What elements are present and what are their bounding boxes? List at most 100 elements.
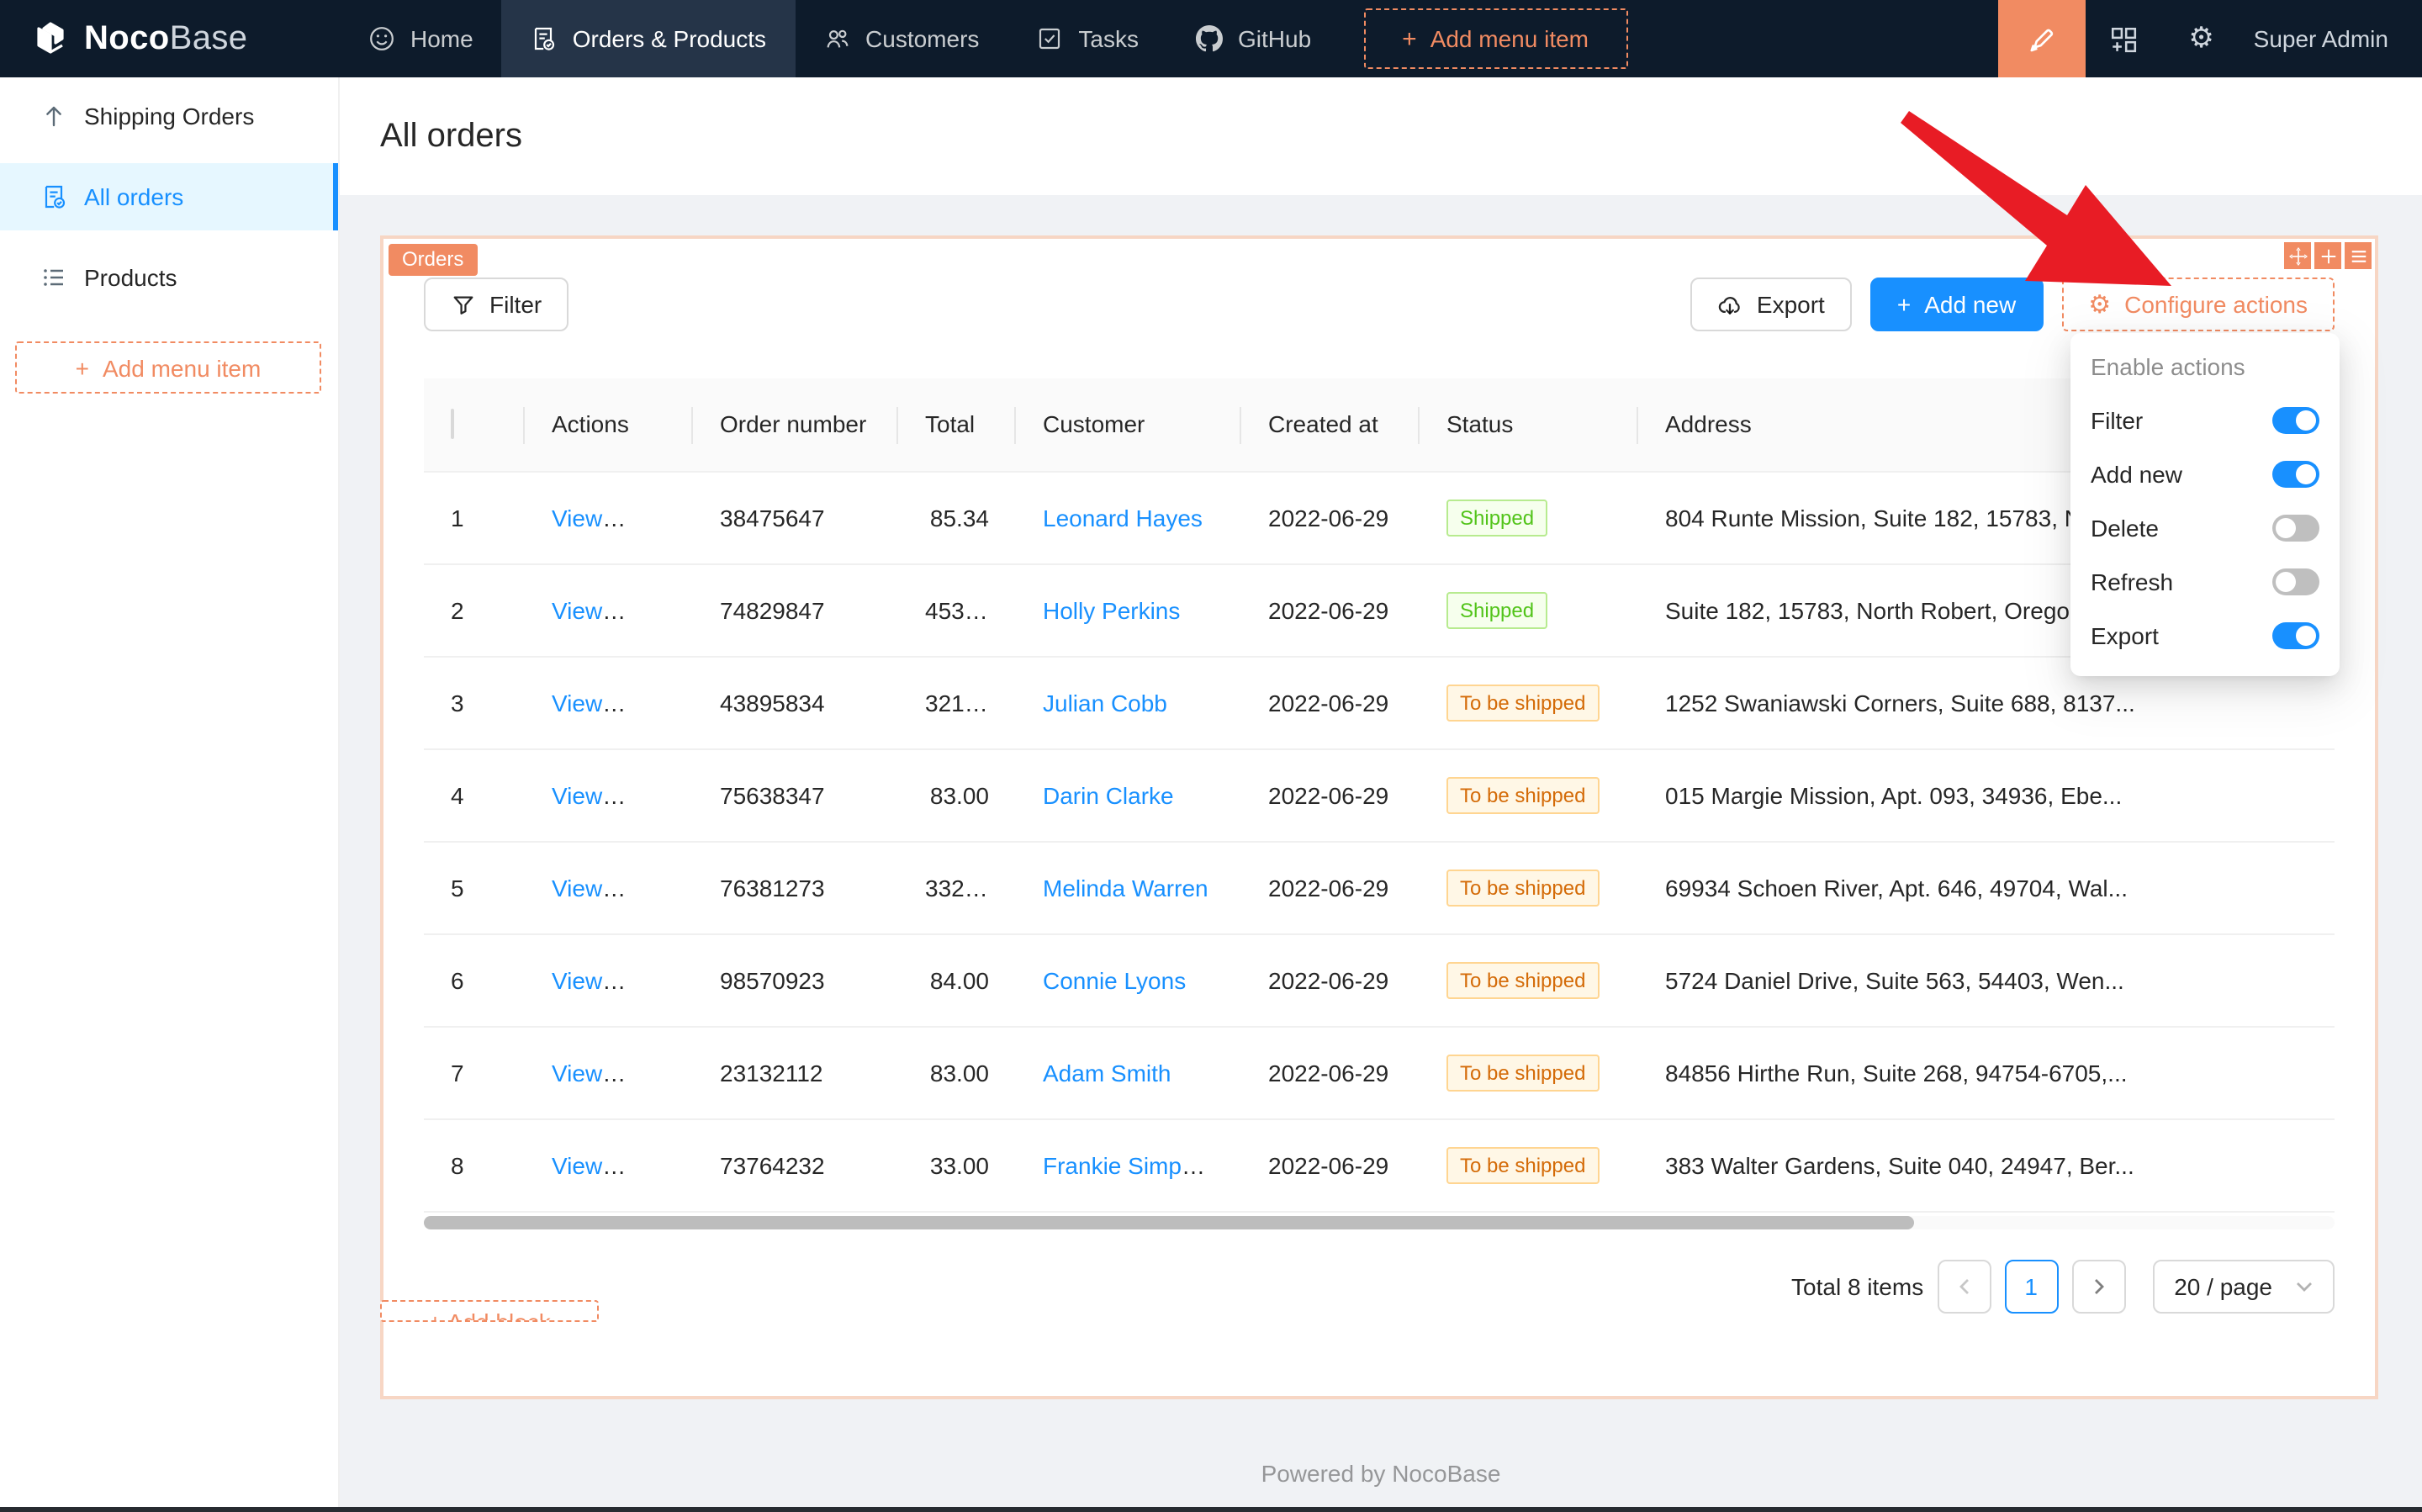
brand-text: NocoBase bbox=[84, 19, 248, 56]
next-page-button[interactable] bbox=[2071, 1259, 2126, 1313]
view-link[interactable]: View bbox=[552, 596, 603, 623]
configure-actions-button[interactable]: ⚙ Configure actions bbox=[2061, 278, 2335, 331]
toggle-filter[interactable] bbox=[2272, 407, 2319, 434]
address-cell: 5724 Daniel Drive, Suite 563, 54403, Wen… bbox=[1638, 933, 2335, 1027]
nocobase-logo[interactable]: NocoBase bbox=[0, 0, 340, 77]
customer-link[interactable]: Connie Lyons bbox=[1043, 966, 1187, 993]
sidebar-item-shipping-orders[interactable]: Shipping Orders bbox=[0, 82, 338, 150]
nav-item-github[interactable]: GitHub bbox=[1167, 0, 1340, 77]
add-block-icon[interactable] bbox=[2314, 242, 2341, 269]
edit-link[interactable]: Edit bbox=[631, 1059, 672, 1086]
edit-link[interactable]: Edit bbox=[631, 874, 672, 901]
page-size-select[interactable]: 20 / page bbox=[2152, 1259, 2335, 1313]
status-cell: To be shipped bbox=[1420, 748, 1638, 842]
enable-action-item-export: Export bbox=[2070, 609, 2340, 663]
row-index: 7 bbox=[424, 1026, 525, 1119]
customer-link[interactable]: Julian Cobb bbox=[1043, 689, 1167, 716]
sidebar-add-menu-item-button[interactable]: + Add menu item bbox=[15, 341, 321, 394]
enable-action-label: Delete bbox=[2091, 515, 2159, 542]
edit-link[interactable]: Edit bbox=[631, 781, 672, 808]
nav-menu: Home Orders & Products Customers Tasks GitHu… bbox=[340, 0, 1340, 77]
row-index: 1 bbox=[424, 471, 525, 564]
toggle-refresh[interactable] bbox=[2272, 568, 2319, 595]
customer-link[interactable]: Melinda Warren bbox=[1043, 874, 1208, 901]
user-menu[interactable]: Super Admin bbox=[2240, 0, 2422, 77]
status-cell: To be shipped bbox=[1420, 933, 1638, 1027]
export-button-label: Export bbox=[1756, 291, 1825, 318]
nav-item-label: Orders & Products bbox=[572, 25, 767, 52]
view-link[interactable]: View bbox=[552, 504, 603, 531]
customer-link[interactable]: Adam Smith bbox=[1043, 1059, 1171, 1086]
table-row: 7 View Edit 23132112 83.00 Adam Smith 2022-06-… bbox=[424, 1026, 2335, 1119]
view-link[interactable]: View bbox=[552, 1151, 603, 1178]
toggle-add-new[interactable] bbox=[2272, 461, 2319, 488]
plus-square-icon bbox=[2110, 24, 2139, 53]
nav-item-label: Home bbox=[410, 25, 473, 52]
edit-link[interactable]: Edit bbox=[631, 1151, 672, 1178]
page-1-button[interactable]: 1 bbox=[2004, 1259, 2059, 1313]
add-blocks-button[interactable] bbox=[2086, 0, 2163, 77]
add-block-button[interactable]: + Add block bbox=[380, 1300, 599, 1322]
customer-cell: Melinda Warren bbox=[1016, 841, 1241, 934]
nav-add-menu-item-button[interactable]: + Add menu item bbox=[1363, 8, 1628, 69]
table-row: 6 View Edit 98570923 84.00 Connie Lyons 2022-0… bbox=[424, 933, 2335, 1027]
prev-page-button[interactable] bbox=[1937, 1259, 1991, 1313]
toggle-export[interactable] bbox=[2272, 622, 2319, 649]
created-at-cell: 2022-06-29 bbox=[1241, 748, 1420, 842]
settings-button[interactable]: ⚙ bbox=[2163, 0, 2240, 77]
status-badge: To be shipped bbox=[1446, 1146, 1600, 1183]
customer-cell: Julian Cobb bbox=[1016, 656, 1241, 749]
main-content: All orders Orders Fi bbox=[340, 77, 2422, 1512]
sidebar-item-products[interactable]: Products bbox=[0, 244, 338, 311]
order-number-cell: 43895834 bbox=[693, 656, 898, 749]
customer-link[interactable]: Leonard Hayes bbox=[1043, 504, 1203, 531]
enable-action-item-filter: Filter bbox=[2070, 394, 2340, 447]
column-header-actions: Actions bbox=[525, 378, 693, 472]
row-index: 3 bbox=[424, 656, 525, 749]
view-link[interactable]: View bbox=[552, 874, 603, 901]
row-actions: View Edit bbox=[525, 656, 693, 749]
customer-link[interactable]: Darin Clarke bbox=[1043, 781, 1174, 808]
status-badge: To be shipped bbox=[1446, 869, 1600, 906]
cloud-download-icon bbox=[1718, 292, 1743, 317]
view-link[interactable]: View bbox=[552, 1059, 603, 1086]
created-at-cell: 2022-06-29 bbox=[1241, 1026, 1420, 1119]
view-link[interactable]: View bbox=[552, 966, 603, 993]
edit-link[interactable]: Edit bbox=[631, 966, 672, 993]
status-cell: To be shipped bbox=[1420, 841, 1638, 934]
view-link[interactable]: View bbox=[552, 781, 603, 808]
drag-handle-icon[interactable] bbox=[2284, 242, 2311, 269]
toggle-delete[interactable] bbox=[2272, 515, 2319, 542]
view-link[interactable]: View bbox=[552, 689, 603, 716]
customer-link[interactable]: Frankie Simpson bbox=[1043, 1151, 1220, 1178]
block-menu-icon[interactable] bbox=[2345, 242, 2372, 269]
pagination-total: Total 8 items bbox=[1791, 1272, 1924, 1299]
filter-button[interactable]: Filter bbox=[424, 278, 569, 331]
add-new-button[interactable]: + Add new bbox=[1869, 278, 2044, 331]
export-button[interactable]: Export bbox=[1690, 278, 1852, 331]
nav-item-customers[interactable]: Customers bbox=[795, 0, 1007, 77]
ui-editor-button[interactable] bbox=[1997, 0, 2086, 77]
column-header-created-at: Created at bbox=[1241, 378, 1420, 472]
toggle-knob bbox=[2296, 626, 2316, 646]
nav-item-orders-products[interactable]: Orders & Products bbox=[501, 0, 796, 77]
edit-link[interactable]: Edit bbox=[631, 596, 672, 623]
sidebar-item-all-orders[interactable]: All orders bbox=[0, 163, 338, 230]
nav-item-label: Tasks bbox=[1078, 25, 1139, 52]
chevron-down-icon bbox=[2297, 1282, 2312, 1291]
status-badge: To be shipped bbox=[1446, 961, 1600, 998]
page-size-value: 20 / page bbox=[2174, 1272, 2272, 1299]
table-row: 5 View Edit 76381273 332.00 Melinda Warren 202… bbox=[424, 841, 2335, 934]
edit-link[interactable]: Edit bbox=[631, 504, 672, 531]
customer-link[interactable]: Holly Perkins bbox=[1043, 596, 1181, 623]
address-cell: 84856 Hirthe Run, Suite 268, 94754-6705,… bbox=[1638, 1026, 2335, 1119]
gear-icon: ⚙ bbox=[2188, 22, 2214, 54]
row-index: 6 bbox=[424, 933, 525, 1027]
nav-item-home[interactable]: Home bbox=[340, 0, 502, 77]
select-all-checkbox[interactable] bbox=[451, 409, 454, 440]
nav-item-tasks[interactable]: Tasks bbox=[1007, 0, 1167, 77]
row-actions: View Edit bbox=[525, 841, 693, 934]
created-at-cell: 2022-06-29 bbox=[1241, 933, 1420, 1027]
horizontal-scrollbar-thumb[interactable] bbox=[424, 1215, 1915, 1229]
edit-link[interactable]: Edit bbox=[631, 689, 672, 716]
